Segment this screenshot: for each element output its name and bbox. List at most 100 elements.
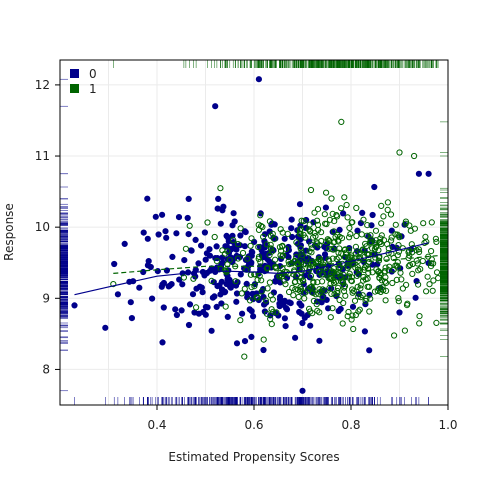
data-point-group-0 [159,211,166,218]
data-point-group-1 [238,290,245,297]
data-point-group-1 [255,221,262,228]
data-point-group-0 [200,308,207,316]
data-point-group-1 [402,220,409,227]
data-point-group-1 [345,247,352,254]
data-point-group-1 [349,312,356,319]
data-point-group-1 [411,152,418,160]
data-point-group-1 [344,265,351,272]
data-point-group-1 [369,269,376,276]
data-point-group-1 [268,321,275,328]
data-point-group-1 [286,261,293,268]
data-point-group-1 [325,256,332,263]
data-point-group-1 [306,221,313,228]
data-point-group-0 [71,302,78,309]
data-point-group-1 [293,253,300,261]
data-point-group-0 [233,246,240,253]
data-point-group-0 [136,284,143,291]
data-point-group-1 [378,232,385,239]
data-point-group-1 [375,268,382,275]
data-point-group-1 [314,221,322,228]
data-point-group-1 [326,216,333,223]
data-point-group-0 [271,221,278,228]
data-point-group-1 [432,235,439,242]
data-point-group-1 [180,274,187,281]
data-point-group-0 [121,240,128,247]
data-point-group-0 [425,170,432,177]
data-point-group-1 [363,295,370,302]
data-point-group-1 [356,306,363,313]
data-point-group-1 [420,220,427,227]
data-point-group-0 [140,229,147,236]
data-point-group-0 [186,301,194,308]
data-point-group-1 [325,245,332,252]
data-point-group-0 [336,226,343,233]
data-point-group-1 [345,308,352,316]
data-point-group-0 [288,225,295,232]
data-point-group-1 [361,266,368,273]
data-point-group-1 [311,209,318,216]
data-point-group-0 [250,313,257,320]
data-point-group-0 [185,231,192,238]
data-point-group-0 [149,295,156,302]
data-point-group-1 [277,226,284,233]
data-point-group-1 [267,241,274,248]
data-point-group-1 [267,245,274,252]
data-point-group-1 [335,254,342,261]
data-point-group-1 [340,299,347,307]
data-point-group-1 [293,239,300,246]
data-point-group-0 [335,307,342,315]
data-point-group-1 [237,225,244,232]
data-point-group-1 [330,228,337,235]
data-point-group-1 [398,276,405,283]
data-point-group-0 [237,232,244,239]
data-point-group-1 [110,281,117,288]
data-point-group-0 [173,230,180,237]
data-point-group-1 [297,245,304,252]
data-point-group-1 [426,281,433,288]
data-point-group-1 [416,320,423,327]
data-point-group-1 [258,288,265,295]
data-point-group-0 [140,268,147,276]
data-point-group-0 [282,323,289,330]
data-point-group-0 [306,274,313,281]
data-point-group-1 [422,233,429,240]
data-point-group-0 [159,339,166,346]
data-point-group-0 [368,222,375,229]
data-point-group-1 [383,279,390,286]
x-tick-label: 0.6 [244,418,263,432]
data-point-group-0 [369,211,376,219]
data-point-group-1 [383,255,390,262]
data-point-group-1 [299,277,306,284]
data-point-group-0 [396,309,403,316]
data-point-group-1 [348,316,355,323]
data-point-group-1 [217,185,224,192]
data-point-group-1 [222,303,229,310]
data-point-group-1 [331,218,338,225]
data-point-group-1 [308,241,315,248]
axes: 0.4 0.6 0.8 1.0 8 9 10 11 12 [35,78,458,432]
data-point-group-1 [338,278,345,285]
data-point-group-1 [316,286,323,293]
data-point-group-0 [288,216,295,223]
data-point-group-1 [433,269,441,276]
data-point-group-0 [242,229,249,236]
data-point-group-1 [344,214,351,221]
data-point-group-1 [272,263,279,270]
data-point-group-1 [435,275,442,282]
data-point-group-1 [306,305,313,312]
data-point-group-1 [328,195,335,202]
data-point-group-0 [202,256,209,263]
data-point-group-0 [296,201,304,208]
data-point-group-0 [366,347,373,354]
data-point-group-0 [102,324,109,331]
data-point-group-0 [189,291,197,298]
data-point-group-1 [414,260,421,267]
data-point-group-1 [405,263,412,270]
data-point-group-1 [348,278,355,285]
data-point-group-0 [224,313,231,320]
data-point-group-1 [349,289,356,296]
data-point-group-0 [206,252,213,259]
x-tick-label: 1.0 [438,418,457,432]
data-point-group-1 [314,307,321,314]
